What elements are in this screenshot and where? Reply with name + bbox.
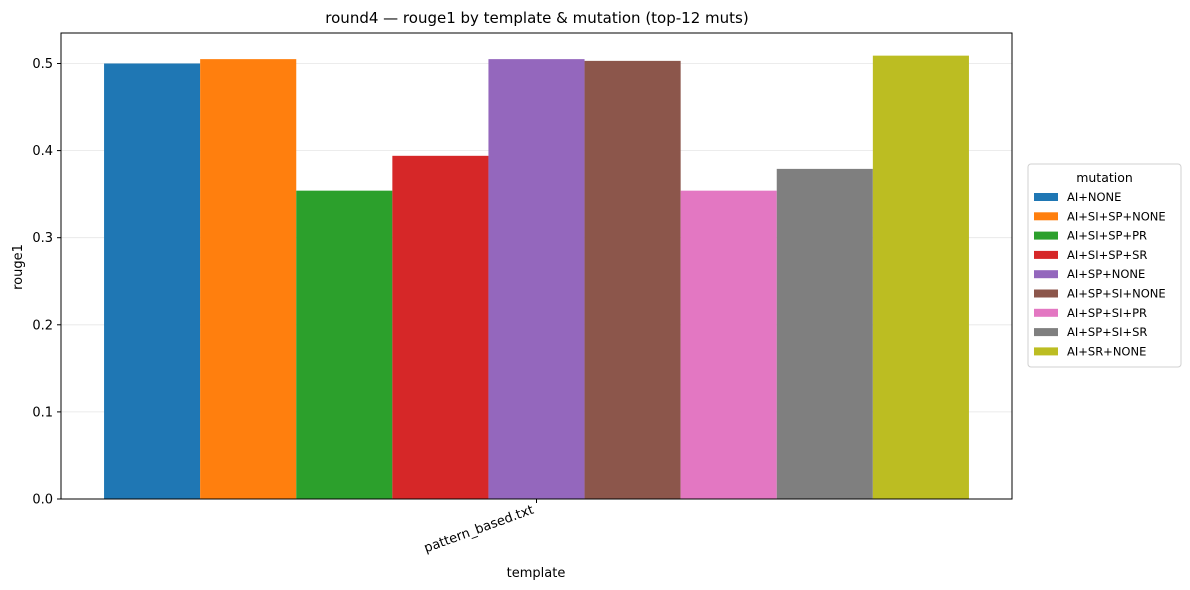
bar-ai-si-sp-pr xyxy=(296,190,393,500)
legend-swatch xyxy=(1034,289,1058,298)
legend-label: AI+SI+SP+PR xyxy=(1067,229,1147,243)
legend-label: AI+SI+SP+NONE xyxy=(1067,209,1166,223)
y-tick-label: 0.3 xyxy=(32,231,53,246)
legend-label: AI+SR+NONE xyxy=(1067,344,1146,358)
bar-ai-none xyxy=(104,63,201,499)
x-tick-label: pattern_based.txt xyxy=(422,503,536,557)
legend: mutation AI+NONE AI+SI+SP+NONE AI+SI+SP+PR A… xyxy=(1027,163,1182,368)
x-axis: pattern_based.txt xyxy=(422,499,537,557)
y-tick-label: 0.1 xyxy=(32,405,53,420)
legend-title: mutation xyxy=(1076,170,1133,185)
chart-title: round4 — rouge1 by template & mutation (… xyxy=(325,9,748,27)
legend-swatch xyxy=(1034,308,1058,317)
legend-label: AI+SP+SI+SR xyxy=(1067,325,1147,339)
legend-label: AI+NONE xyxy=(1067,190,1121,204)
y-tick-label: 0.4 xyxy=(32,144,53,159)
legend-label: AI+SP+SI+NONE xyxy=(1067,287,1166,301)
legend-swatch xyxy=(1034,347,1058,356)
legend-box xyxy=(1027,163,1182,368)
y-axis: 0.0 0.1 0.2 0.3 0.4 0.5 xyxy=(32,57,61,508)
y-tick-label: 0.0 xyxy=(32,493,53,508)
bar-ai-si-sp-sr xyxy=(392,155,489,500)
y-axis-label: rouge1 xyxy=(11,244,26,290)
legend-label: AI+SI+SP+SR xyxy=(1067,248,1147,262)
legend-swatch xyxy=(1034,250,1058,259)
bar-ai-sp-si-none xyxy=(584,60,681,500)
y-tick-label: 0.5 xyxy=(32,57,53,72)
bar-ai-sp-none xyxy=(488,59,585,500)
y-tick-label: 0.2 xyxy=(32,318,53,333)
legend-label: AI+SP+SI+PR xyxy=(1067,306,1147,320)
legend-swatch xyxy=(1034,270,1058,279)
legend-swatch xyxy=(1034,193,1058,201)
bar-ai-sr-none xyxy=(872,55,969,499)
bar-ai-si-sp-none xyxy=(200,59,297,500)
bar-ai-sp-si-pr xyxy=(680,190,777,500)
legend-swatch xyxy=(1034,212,1058,221)
legend-label: AI+SP+NONE xyxy=(1067,267,1145,281)
bar-ai-sp-si-sr xyxy=(776,168,873,499)
bars xyxy=(104,55,969,500)
legend-swatch xyxy=(1034,231,1058,240)
x-axis-label: template xyxy=(507,566,566,581)
legend-swatch xyxy=(1034,328,1058,337)
